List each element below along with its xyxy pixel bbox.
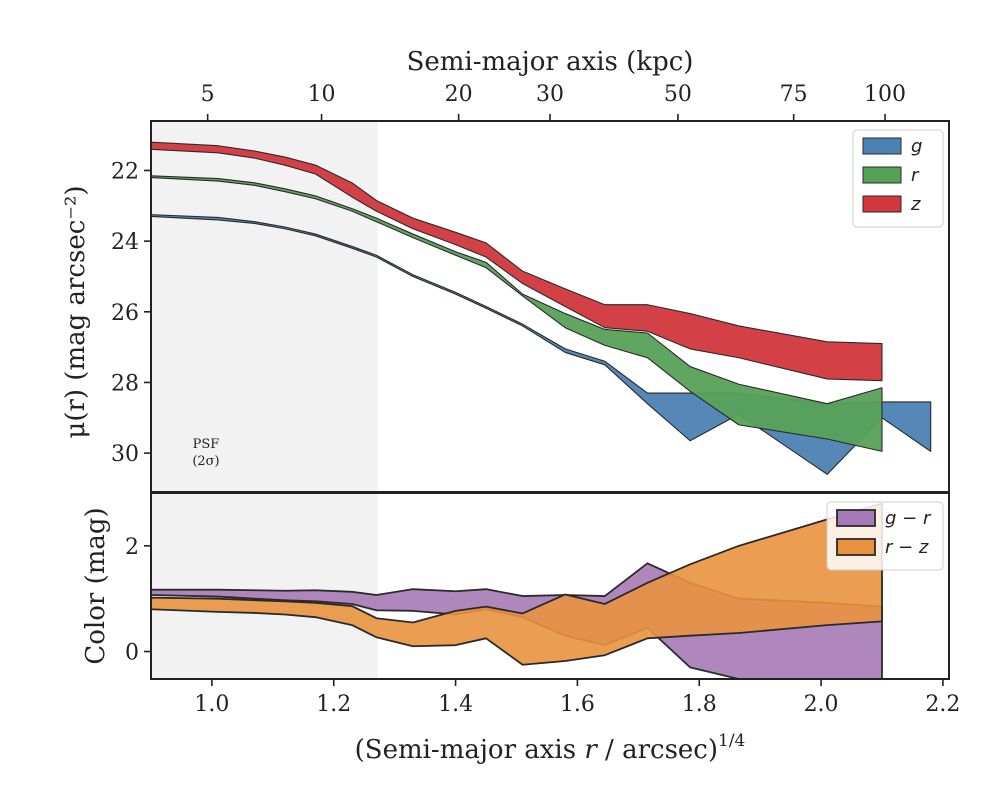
plot-frame — [150, 492, 950, 680]
x-tick-label: 1.4 — [438, 692, 473, 717]
top-axis-label: Semi-major axis (kpc) — [407, 47, 694, 77]
top-tick-label: 100 — [864, 82, 906, 107]
legend-swatch — [862, 166, 902, 184]
legend-swatch — [836, 538, 876, 556]
legend: g − r r − z — [826, 501, 944, 571]
psf-shaded-region — [151, 493, 378, 679]
y-tick-label: 26 — [111, 301, 139, 326]
lower-panel-y-axis-label: Color (mag) — [81, 507, 111, 664]
bottom-x-axis-label: (Semi-major axis r / arcsec)1/4 — [355, 731, 746, 765]
y-tick-label: 2 — [125, 535, 139, 560]
legend-label: g − r — [885, 508, 932, 529]
y-tick-label: 24 — [111, 230, 139, 255]
legend-swatch — [862, 137, 902, 155]
top-tick-label: 5 — [201, 82, 215, 107]
x-label-part-2: r — [584, 735, 598, 765]
series-band-rz — [151, 502, 883, 666]
psf-label: (2σ) — [192, 454, 219, 469]
x-tick-label: 1.8 — [682, 692, 717, 717]
x-tick-label: 1.2 — [316, 692, 351, 717]
series-band-z — [151, 141, 883, 382]
y-tick-label: 28 — [111, 371, 139, 396]
upper-panel: 22 24 26 28 30 5 10 20 30 50 75 100 PSF (2σ) grz — [111, 82, 950, 493]
legend-swatch — [862, 195, 902, 213]
x-tick-label: 1.0 — [194, 692, 229, 717]
top-tick-label: 20 — [445, 82, 473, 107]
legend: grz — [852, 129, 944, 228]
x-label-part-3: / arcsec) — [597, 735, 718, 765]
legend-label: z — [910, 194, 921, 215]
x-tick-label: 2.0 — [804, 692, 839, 717]
y-tick-label: 30 — [111, 442, 139, 467]
x-tick-label: 1.6 — [560, 692, 595, 717]
top-tick-label: 10 — [308, 82, 336, 107]
top-tick-label: 75 — [780, 82, 808, 107]
x-tick-label: 2.2 — [925, 692, 960, 717]
x-label-exponent: 1/4 — [718, 731, 745, 751]
legend-label: g — [911, 136, 922, 157]
legend-label: r — [911, 165, 920, 186]
y-tick-label: 22 — [111, 159, 139, 184]
psf-shaded-region — [151, 121, 378, 492]
y-tick-label: 0 — [125, 641, 139, 666]
top-tick-label: 50 — [664, 82, 692, 107]
psf-label: PSF — [193, 437, 220, 452]
upper-panel-y-axis-label: μ(r) (mag arcsec⁻²) — [61, 185, 91, 438]
x-label-part-1: (Semi-major axis — [355, 735, 585, 765]
top-tick-label: 30 — [536, 82, 564, 107]
legend-swatch — [836, 509, 876, 527]
legend-label: r − z — [885, 537, 929, 558]
lower-panel: 0 2 1.0 1.2 1.4 1.6 1.8 2.0 2.2 g − r r − z — [125, 492, 960, 717]
series-band-r — [151, 175, 883, 452]
